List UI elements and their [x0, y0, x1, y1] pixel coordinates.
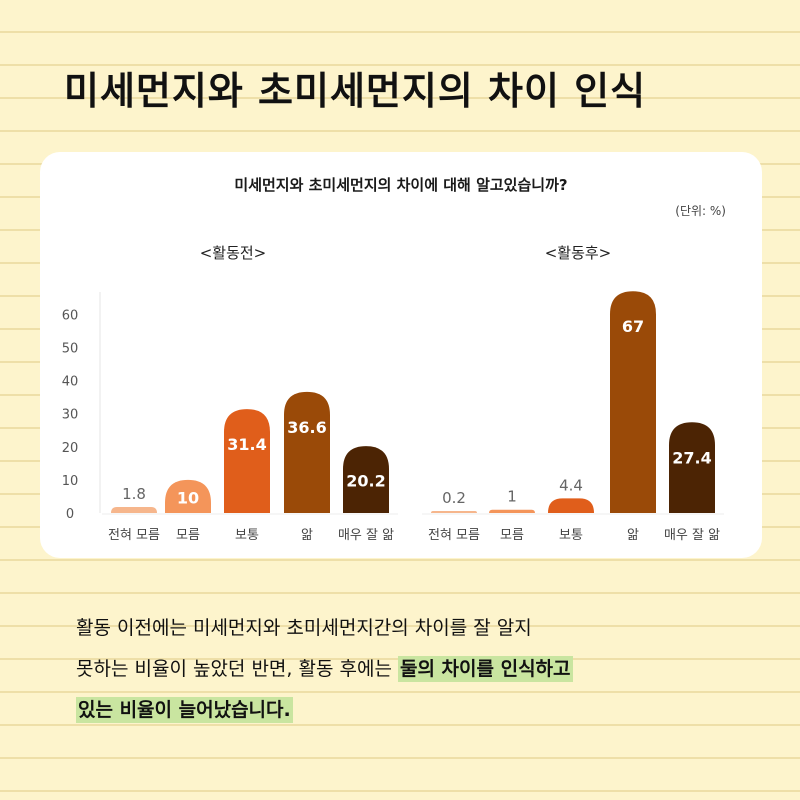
- chart-card: 미세먼지와 초미세먼지의 차이에 대해 알고있습니까? (단위: %) 0 10 2…: [40, 152, 762, 558]
- x-tick-label: 모름: [500, 528, 524, 543]
- bar-value-label: 36.6: [287, 418, 326, 437]
- bar-value-label: 1: [507, 488, 517, 506]
- x-tick-label: 앎: [301, 528, 313, 543]
- summary-text: 활동 이전에는 미세먼지와 초미세먼지간의 차이를 잘 알지 못하는 비율이 높…: [76, 608, 766, 731]
- bar-value-label: 1.8: [122, 485, 146, 503]
- y-tick-label: 60: [62, 308, 79, 323]
- chart-title: <활동후>: [545, 244, 612, 262]
- bar-value-label: 67: [622, 317, 644, 336]
- y-tick-label: 50: [62, 342, 79, 357]
- summary-highlight-2: 있는 비율이 늘어났습니다.: [76, 697, 293, 723]
- x-tick-label: 매우 잘 앎: [664, 528, 720, 543]
- y-tick-label: 40: [62, 375, 79, 390]
- bar: [343, 446, 389, 513]
- bar: [224, 409, 270, 513]
- bar: [431, 511, 477, 513]
- chart-title: <활동전>: [200, 244, 267, 262]
- x-tick-label: 보통: [235, 528, 259, 543]
- bar: [548, 498, 594, 513]
- y-tick-label: 20: [62, 441, 79, 456]
- bar: [669, 422, 715, 513]
- bar: [111, 507, 157, 513]
- bar: [165, 479, 211, 513]
- bar: [610, 291, 656, 513]
- summary-highlight-1: 둘의 차이를 인식하고: [397, 656, 573, 682]
- unit-label: (단위: %): [675, 204, 726, 218]
- x-tick-label: 전혀 모름: [428, 528, 480, 543]
- bar-value-label: 0.2: [442, 489, 466, 507]
- bar-charts: 0 10 20 30 40 50 60 <활동전> 1.8 전혀 모름 10 모름 31.4 보통 36.6…: [62, 244, 724, 543]
- x-tick-label: 매우 잘 앎: [338, 528, 394, 543]
- y-tick-label: 10: [62, 474, 79, 489]
- summary-line-2: 못하는 비율이 높았던 반면, 활동 후에는: [76, 658, 398, 680]
- bar-value-label: 27.4: [672, 448, 711, 467]
- y-tick-label: 30: [62, 408, 79, 423]
- summary-line-1: 활동 이전에는 미세먼지와 초미세먼지간의 차이를 잘 알지: [76, 617, 532, 639]
- chart-question: 미세먼지와 초미세먼지의 차이에 대해 알고있습니까?: [234, 176, 568, 194]
- x-tick-label: 전혀 모름: [108, 528, 160, 543]
- y-tick-label: 0: [66, 507, 74, 522]
- bar-value-label: 31.4: [227, 435, 266, 454]
- bar: [489, 509, 535, 513]
- x-tick-label: 모름: [176, 528, 200, 543]
- x-tick-label: 앎: [627, 528, 639, 543]
- bar: [284, 391, 330, 513]
- x-tick-label: 보통: [559, 528, 583, 543]
- bar-value-label: 4.4: [559, 476, 583, 494]
- page-title: 미세먼지와 초미세먼지의 차이 인식: [64, 69, 647, 113]
- bar-value-label: 20.2: [346, 472, 385, 491]
- bar-value-label: 10: [177, 488, 199, 507]
